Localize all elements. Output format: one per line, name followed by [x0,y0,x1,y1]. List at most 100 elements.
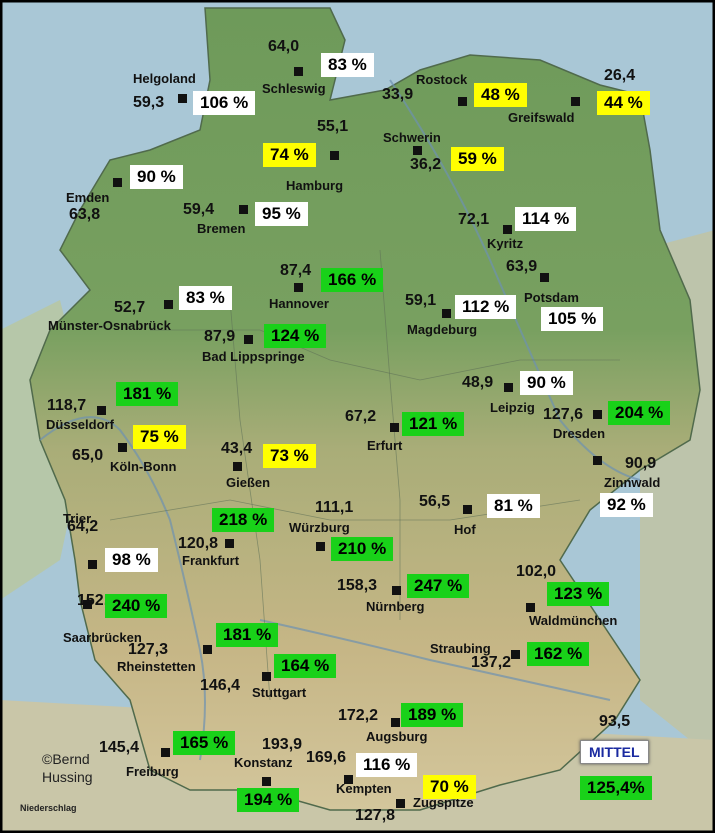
station-percent-nürnberg: 247 % [407,574,470,598]
station-value-augsburg: 172,2 [338,707,379,724]
station-name-schleswig: Schleswig [262,81,326,96]
station-marker-düsseldorf [97,406,106,415]
station-value-zugspitze: 127,8 [355,807,396,824]
station-marker-rheinstetten [203,645,212,654]
station-value-potsdam: 63,9 [506,258,538,275]
station-name-bad-lippspringe: Bad Lippspringe [202,349,305,364]
station-marker-hannover [294,283,303,292]
station-name-waldmünchen: Waldmünchen [529,613,618,628]
station-percent-waldmünchen: 123 % [547,582,610,606]
station-marker-gießen [233,462,242,471]
station-marker-magdeburg [442,309,451,318]
station-value-hamburg: 55,1 [317,118,349,135]
credit-line-1: ©Bernd [42,751,90,767]
station-name-zinnwald: Zinnwald [604,475,661,490]
station-value-freiburg: 145,4 [99,739,140,756]
station-percent-hof: 81 % [487,494,540,518]
station-marker-leipzig [504,383,513,392]
station-name-frankfurt: Frankfurt [182,553,240,568]
station-marker-nürnberg [392,586,401,595]
station-name-freiburg: Freiburg [126,764,179,779]
station-marker-konstanz [262,777,271,786]
station-name-rheinstetten: Rheinstetten [117,659,196,674]
station-value-bremen: 59,4 [183,201,215,218]
station-percent-greifswald: 44 % [597,91,650,115]
station-marker-augsburg [391,718,400,727]
station-name-bremen: Bremen [197,221,246,236]
station-value-rheinstetten: 127,3 [128,641,169,658]
station-marker-hamburg [330,151,339,160]
station-name-kempten: Kempten [336,781,392,796]
station-percent-helgoland: 106 % [193,91,256,115]
station-name-hamburg: Hamburg [286,178,344,193]
station-marker-dresden [593,410,602,419]
station-value-emden: 63,8 [69,206,101,223]
credit-line-2: Hussing [42,769,93,785]
station-marker-stuttgart [262,672,271,681]
station-value-helgoland: 59,3 [133,94,165,111]
station-value-gießen: 43,4 [221,440,253,457]
station-percent-rheinstetten: 181 % [216,623,279,647]
station-value-stuttgart: 146,4 [200,677,241,694]
station-marker-greifswald [571,97,580,106]
station-percent-potsdam: 105 % [541,307,604,331]
station-name-straubing: Straubing [430,641,491,656]
station-name-trier: Trier [63,511,92,526]
station-percent-gießen: 73 % [263,444,316,468]
station-value-nürnberg: 158,3 [337,577,378,594]
station-marker-erfurt [390,423,399,432]
station-marker-rostock [458,97,467,106]
station-value-frankfurt: 120,8 [178,535,219,552]
credit: ©Bernd Hussing [42,750,93,786]
station-percent-emden: 90 % [130,165,183,189]
station-value-düsseldorf: 118,7 [47,397,87,414]
station-name-potsdam: Potsdam [524,290,579,305]
station-name-köln-bonn: Köln-Bonn [110,459,177,474]
station-value-trier: 64,2 [67,518,99,535]
station-value-schleswig: 64,0 [268,38,300,55]
station-marker-würzburg [316,542,325,551]
station-marker-frankfurt [225,539,234,548]
station-percent-düsseldorf: 181 % [116,382,179,406]
station-value-straubing: 137,2 [471,654,512,671]
station-value-hof: 56,5 [419,493,451,510]
station-percent-augsburg: 189 % [401,703,464,727]
station-percent-trier: 98 % [105,548,158,572]
mittel-label: MITTEL [580,740,649,764]
station-name-erfurt: Erfurt [367,438,403,453]
station-marker-saarbrücken [83,600,92,609]
station-marker-schleswig [294,67,303,76]
station-value-erfurt: 67,2 [345,408,377,425]
station-marker-potsdam [540,273,549,282]
station-name-magdeburg: Magdeburg [407,322,478,337]
station-marker-trier [88,560,97,569]
station-marker-freiburg [161,748,170,757]
station-value-würzburg: 111,1 [315,499,354,516]
station-percent-erfurt: 121 % [402,412,465,436]
station-name-dresden: Dresden [553,426,606,441]
station-marker-helgoland [178,94,187,103]
station-name-greifswald: Greifswald [508,110,575,125]
station-name-rostock: Rostock [416,72,468,87]
station-percent-schleswig: 83 % [321,53,374,77]
station-value-greifswald: 26,4 [604,67,636,84]
station-percent-stuttgart: 164 % [274,654,337,678]
station-percent-zinnwald: 92 % [600,493,653,517]
station-value-zinnwald: 90,9 [625,455,657,472]
station-percent-zugspitze: 70 % [423,775,476,799]
station-name-augsburg: Augsburg [366,729,428,744]
station-marker-emden [113,178,122,187]
station-percent-frankfurt: 218 % [212,508,275,532]
station-marker-köln-bonn [118,443,127,452]
station-percent-kempten: 116 % [356,753,418,777]
station-value-leipzig: 48,9 [462,374,494,391]
station-percent-freiburg: 165 % [173,731,236,755]
station-value-konstanz: 193,9 [262,736,303,753]
station-value-bad-lippspringe: 87,9 [204,328,236,345]
station-value-kempten: 169,6 [306,749,347,766]
station-percent-leipzig: 90 % [520,371,573,395]
station-percent-bremen: 95 % [255,202,308,226]
station-value-hannover: 87,4 [280,262,312,279]
station-percent-hannover: 166 % [321,268,384,292]
station-name-nürnberg: Nürnberg [366,599,425,614]
